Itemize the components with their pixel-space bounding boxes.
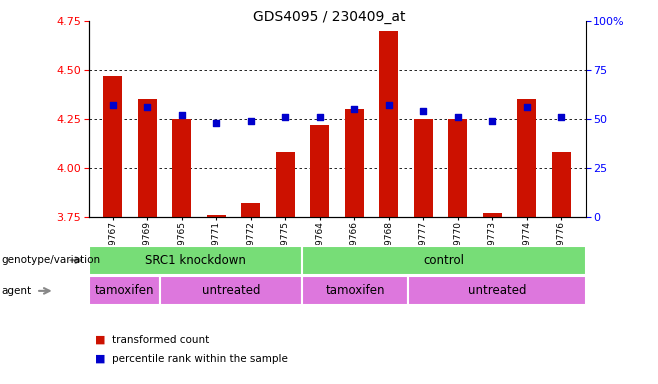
Text: tamoxifen: tamoxifen	[95, 285, 154, 297]
Bar	[483, 213, 502, 217]
Bar	[345, 109, 364, 217]
Point	[522, 104, 532, 110]
Bar	[89, 246, 302, 275]
Bar	[207, 215, 226, 217]
Text: control: control	[423, 254, 464, 266]
Bar	[302, 276, 408, 305]
Bar	[449, 119, 467, 217]
Point	[142, 104, 153, 110]
Point	[177, 112, 188, 118]
Text: tamoxifen: tamoxifen	[325, 285, 385, 297]
Text: ■: ■	[95, 335, 106, 345]
Text: agent: agent	[1, 286, 32, 296]
Bar	[552, 152, 571, 217]
Text: percentile rank within the sample: percentile rank within the sample	[112, 354, 288, 364]
Bar	[103, 76, 122, 217]
Text: untreated: untreated	[468, 285, 526, 297]
Point	[211, 120, 222, 126]
Point	[315, 114, 325, 120]
Text: untreated: untreated	[201, 285, 260, 297]
Point	[245, 118, 256, 124]
Text: SRC1 knockdown: SRC1 knockdown	[145, 254, 245, 266]
Bar	[517, 99, 536, 217]
Point	[418, 108, 429, 114]
Point	[349, 106, 360, 113]
Text: genotype/variation: genotype/variation	[1, 255, 101, 265]
Text: GDS4095 / 230409_at: GDS4095 / 230409_at	[253, 10, 405, 23]
Point	[453, 114, 463, 120]
Point	[108, 102, 118, 108]
Bar	[160, 276, 302, 305]
Point	[556, 114, 567, 120]
Bar	[276, 152, 295, 217]
Point	[487, 118, 497, 124]
Bar	[302, 246, 586, 275]
Point	[280, 114, 291, 120]
Bar	[89, 276, 160, 305]
Bar	[380, 31, 399, 217]
Text: ■: ■	[95, 354, 106, 364]
Bar	[172, 119, 191, 217]
Bar	[408, 276, 586, 305]
Text: transformed count: transformed count	[112, 335, 209, 345]
Bar	[241, 203, 261, 217]
Bar	[414, 119, 433, 217]
Bar	[138, 99, 157, 217]
Bar	[311, 125, 330, 217]
Point	[384, 102, 394, 108]
